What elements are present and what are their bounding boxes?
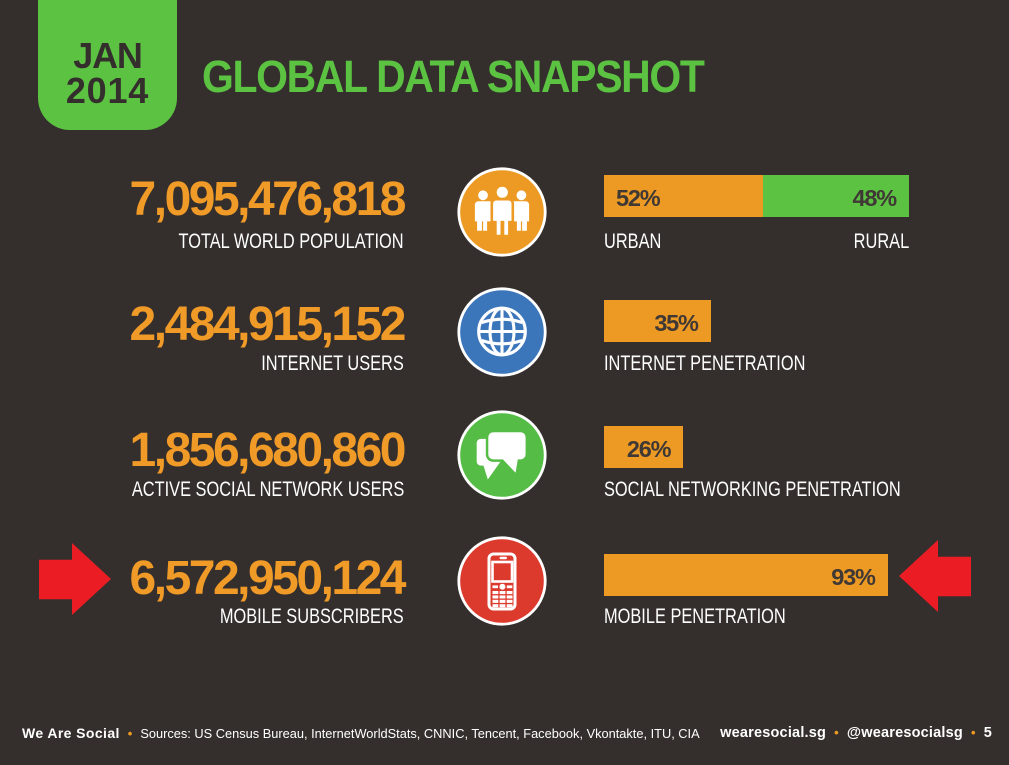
stat-label-mobile: MOBILE SUBSCRIBERS bbox=[220, 604, 404, 628]
red-arrow-left-icon bbox=[899, 539, 971, 613]
badge-month: JAN bbox=[73, 34, 143, 76]
bar-labels-mobile: MOBILE PENETRATION bbox=[604, 606, 909, 627]
footer-page-number: 5 bbox=[983, 725, 992, 741]
stat-label-population: TOTAL WORLD POPULATION bbox=[178, 230, 404, 253]
footer-site: wearesocial.sg bbox=[720, 725, 827, 741]
footer-bullet-icon: • bbox=[127, 726, 133, 741]
bar-label-mobile: MOBILE PENETRATION bbox=[604, 604, 786, 628]
bar-labels-social: SOCIAL NETWORKING PENETRATION bbox=[604, 479, 909, 500]
bar-labels-urban-rural: URBAN RURAL bbox=[604, 231, 909, 252]
stat-value-population: 7,095,476,818 bbox=[129, 172, 407, 226]
bar-mobile: 93% bbox=[604, 554, 909, 596]
bar-value-rural: 48% bbox=[852, 185, 898, 212]
bar-labels-internet: INTERNET PENETRATION bbox=[604, 353, 909, 374]
footer-right: wearesocial.sg • @wearesocialsg • 5 bbox=[720, 725, 992, 741]
mobile-icon bbox=[457, 536, 547, 626]
footer-bullet2-icon: • bbox=[834, 725, 839, 740]
globe-icon bbox=[457, 287, 547, 377]
chat-icon bbox=[457, 410, 547, 500]
bar-label-social: SOCIAL NETWORKING PENETRATION bbox=[604, 478, 901, 501]
page-title: GLOBAL DATA SNAPSHOT bbox=[202, 50, 705, 102]
bar-value-social: 26% bbox=[626, 436, 672, 463]
footer-sources: Sources: US Census Bureau, InternetWorld… bbox=[140, 726, 700, 741]
bar-label-rural: RURAL bbox=[853, 230, 909, 253]
footer-bullet3-icon: • bbox=[970, 725, 976, 740]
stat-value-social: 1,856,680,860 bbox=[129, 423, 407, 477]
footer-left: We Are Social • Sources: US Census Bureau,… bbox=[22, 725, 700, 741]
stat-value-mobile: 6,572,950,124 bbox=[129, 551, 407, 605]
red-arrow-right-icon bbox=[39, 542, 111, 616]
bar-value-mobile: 93% bbox=[831, 564, 876, 591]
bar-label-internet: INTERNET PENETRATION bbox=[604, 351, 806, 375]
bar-value-internet: 35% bbox=[654, 310, 699, 337]
bar-urban-rural: 52% 48% bbox=[604, 175, 909, 217]
footer-handle: @wearesocialsg bbox=[846, 725, 963, 741]
date-badge: JAN 2014 bbox=[38, 0, 177, 130]
people-icon bbox=[457, 167, 547, 257]
bar-social: 26% bbox=[604, 426, 909, 468]
bar-value-urban: 52% bbox=[616, 185, 661, 212]
stat-value-internet: 2,484,915,152 bbox=[129, 297, 407, 351]
bar-segment-mobile: 93% bbox=[604, 554, 888, 596]
bar-segment-rural: 48% bbox=[762, 175, 909, 217]
bar-label-urban: URBAN bbox=[604, 230, 662, 253]
footer-brand: We Are Social bbox=[22, 725, 120, 741]
stat-label-internet: INTERNET USERS bbox=[261, 351, 404, 375]
bar-internet: 35% bbox=[604, 300, 909, 342]
bar-segment-urban: 52% bbox=[604, 175, 763, 217]
bar-segment-social: 26% bbox=[604, 426, 684, 468]
bar-segment-internet: 35% bbox=[604, 300, 711, 342]
badge-year: 2014 bbox=[65, 69, 150, 111]
stat-label-social: ACTIVE SOCIAL NETWORK USERS bbox=[131, 478, 404, 501]
